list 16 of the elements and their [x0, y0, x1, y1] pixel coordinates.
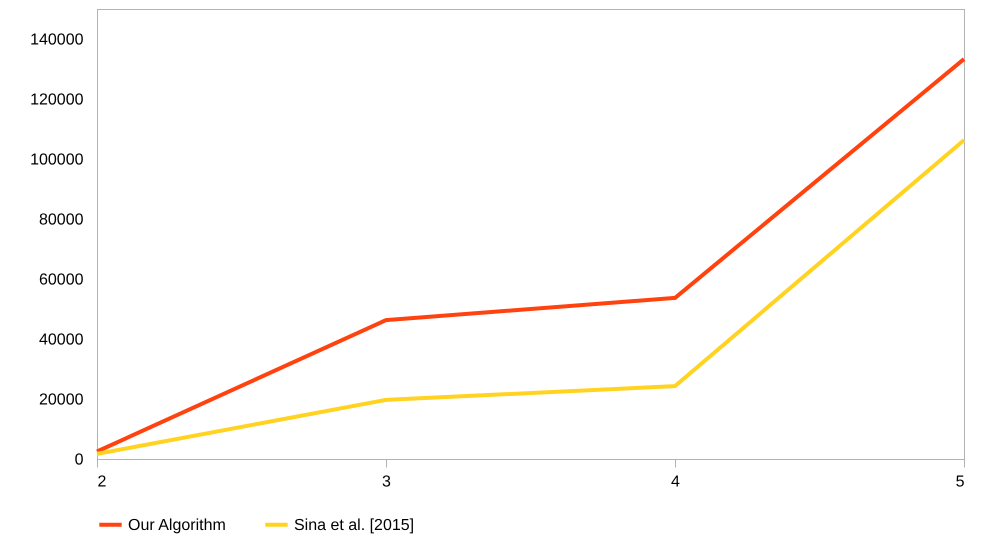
x-tick-label: 4: [671, 474, 680, 490]
x-tick-label: 5: [956, 474, 965, 490]
legend-label: Our Algorithm: [128, 516, 226, 534]
legend-label: Sina et al. [2015]: [294, 516, 414, 534]
y-tick-label: 0: [74, 452, 84, 468]
x-tick-label: 3: [382, 474, 392, 490]
y-tick-label: 100000: [30, 152, 84, 168]
y-tick-label: 80000: [39, 212, 84, 228]
line-series: [95, 138, 966, 456]
y-tick-label: 40000: [39, 332, 84, 348]
line-series: [95, 57, 966, 454]
y-tick-label: 60000: [39, 272, 84, 288]
y-tick-label: 20000: [39, 392, 84, 408]
y-tick-label: 120000: [30, 92, 84, 108]
y-tick-label: 140000: [30, 32, 84, 48]
x-tick-label: 2: [98, 474, 106, 490]
